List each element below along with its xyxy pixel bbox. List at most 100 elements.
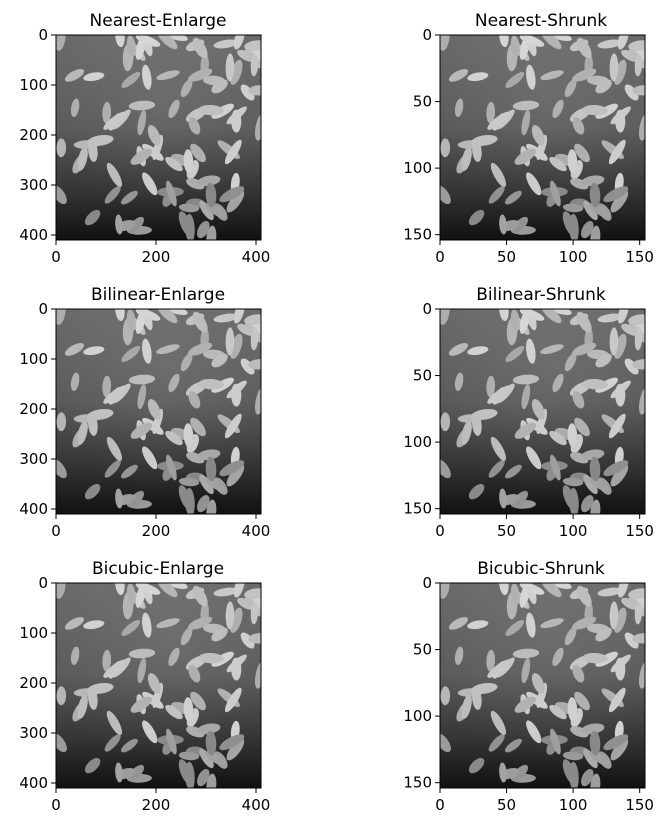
rice-grain (488, 734, 505, 752)
rice-grain (564, 627, 577, 646)
rice-grain (526, 172, 542, 196)
rice-grain (130, 148, 153, 165)
rice-grain (526, 612, 536, 638)
rice-grain (540, 70, 564, 81)
rice-grain (120, 464, 138, 479)
x-tick-label: 0 (51, 248, 61, 266)
rice-grain (589, 456, 601, 482)
rice-image (440, 309, 645, 514)
rice-grain (526, 720, 542, 744)
rice-grain (115, 35, 125, 48)
y-tick-label: 150 (403, 774, 432, 792)
rice-grain (574, 417, 590, 437)
rice-grain (147, 399, 161, 420)
rice-grain (185, 213, 195, 240)
rice-grain (56, 309, 66, 325)
rice-grain (180, 353, 193, 372)
rice-grain (440, 733, 451, 753)
rice-grain (608, 139, 626, 165)
rice-grain (505, 72, 525, 88)
rice-grain (540, 344, 564, 355)
rice-grain (56, 185, 67, 205)
rice-grain (440, 583, 450, 599)
y-tick-label: 100 (19, 76, 48, 94)
rice-grain (83, 620, 105, 630)
rice-grain (225, 601, 235, 630)
rice-grain (512, 648, 540, 659)
rice-grain (486, 649, 496, 672)
rice-grain (56, 138, 67, 158)
rice-grain (147, 125, 161, 146)
rice-grain (104, 460, 121, 478)
rice-grain (595, 627, 612, 642)
rice-grain (597, 587, 623, 597)
rice-grain (87, 408, 114, 421)
rice-grain (190, 143, 206, 163)
rice-grain (499, 488, 507, 509)
y-tick-label: 150 (403, 226, 432, 244)
rice-grain (440, 185, 451, 205)
rice-grain (549, 156, 567, 172)
rice-grain (206, 773, 217, 788)
rice-grain (583, 474, 598, 495)
rice-grain (231, 383, 242, 407)
rice-grain (634, 53, 643, 77)
rice-grain (603, 186, 629, 203)
rice-grain (240, 632, 255, 649)
rice-grain (166, 454, 177, 481)
rice-grain (514, 422, 537, 439)
rice-grain (590, 225, 601, 240)
rice-grain (454, 646, 464, 665)
y-tick-label: 300 (19, 176, 48, 194)
rice-grain (488, 460, 505, 478)
rice-grain (192, 311, 208, 333)
rice-grain (471, 134, 498, 147)
rice-grain (638, 661, 645, 689)
rice-grain (550, 454, 561, 481)
rice-grain (440, 412, 451, 432)
rice-grain (187, 616, 213, 630)
rice-grain (467, 72, 489, 82)
rice-grain (562, 203, 584, 213)
y-tick-label: 0 (422, 300, 432, 318)
rice-grain (102, 649, 112, 672)
rice-grain (590, 773, 601, 788)
rice-grain (440, 686, 451, 706)
rice-grain (188, 665, 201, 683)
rice-grain (567, 149, 578, 174)
rice-grain (567, 697, 578, 722)
rice-grain (121, 72, 141, 88)
rice-grain (84, 483, 101, 500)
rice-grain (197, 175, 221, 187)
rice-grain (576, 311, 592, 333)
rice-grain (567, 423, 578, 448)
x-tick-label: 0 (435, 796, 445, 814)
rice-grain (632, 633, 645, 644)
rice-grain (597, 313, 623, 323)
axes-frame (439, 582, 646, 789)
rice-grain (180, 627, 193, 646)
panel-title: Bicubic-Enlarge (92, 559, 224, 579)
rice-grain (581, 494, 594, 513)
rice-grain (613, 607, 627, 633)
rice-grain (128, 100, 156, 111)
rice-grain (115, 583, 125, 596)
rice-grain (115, 762, 123, 783)
rice-grain (499, 35, 509, 48)
rice-grain (187, 342, 213, 356)
rice-grain (521, 657, 531, 684)
x-tick-label: 200 (142, 248, 171, 266)
rice-grain (183, 423, 194, 448)
rice-grain (552, 373, 564, 393)
y-tick-label: 50 (413, 641, 432, 659)
rice-grain (168, 99, 180, 119)
rice-grain (617, 583, 629, 598)
rice-grain (183, 149, 194, 174)
rice-grain (106, 436, 123, 461)
rice-grain (540, 618, 564, 629)
rice-grain (83, 346, 105, 356)
x-tick-label: 0 (435, 522, 445, 540)
rice-grain (231, 109, 242, 133)
